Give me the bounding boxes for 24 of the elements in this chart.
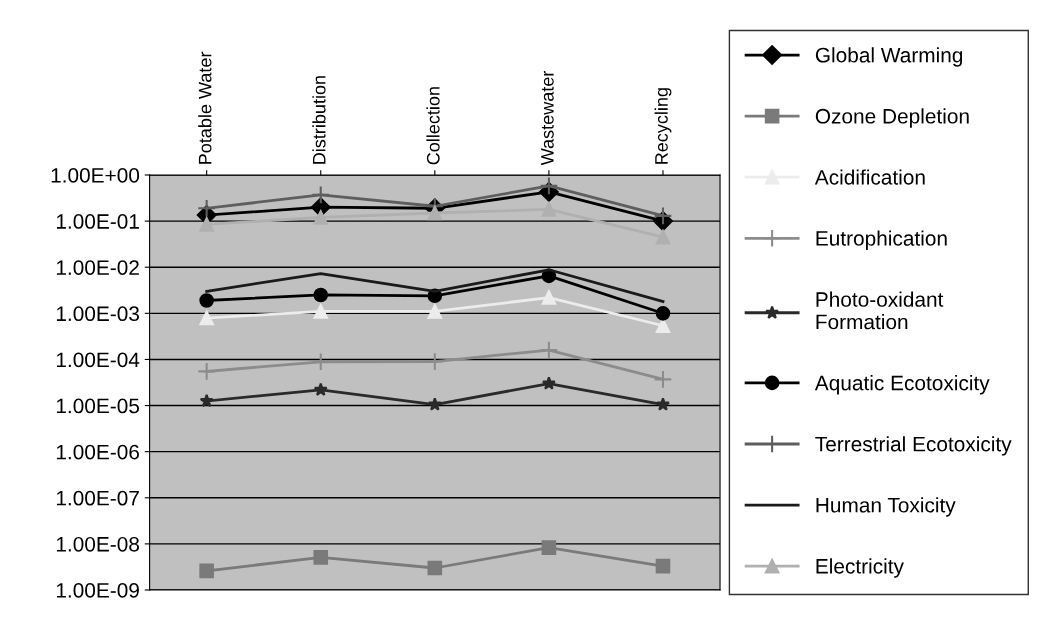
y-tick-label: 1.00E+00 — [51, 168, 140, 183]
x-tick-label: Distribution — [312, 76, 326, 164]
y-tick-label: 1.00E-04 — [56, 352, 140, 368]
y-tick-label: 1.00E-02 — [56, 260, 139, 275]
y-tick-label: 1.00E-05 — [56, 398, 140, 414]
y-tick-label: 1.00E-01 — [56, 214, 139, 229]
x-tick-label: Wastewater — [541, 70, 554, 166]
x-tick-label: Potable Water — [198, 51, 212, 164]
legend-label: Electricity — [816, 558, 904, 578]
y-tick-label: 1.00E-06 — [56, 444, 139, 460]
y-tick-label: 1.00E-03 — [56, 306, 139, 322]
legend-label: Ozone Depletion — [815, 108, 969, 128]
x-tick-label: Collection — [426, 87, 440, 165]
legend-label: Eutrophication — [816, 230, 947, 250]
legend-label: Terrestrial Ecotoxicity — [815, 436, 1012, 456]
legend-label: Photo-oxidant Formation — [816, 291, 944, 330]
y-tick-label: 1.00E-07 — [56, 490, 139, 506]
legend-label: Global Warming — [815, 47, 963, 67]
x-tick-label: Recycling — [654, 88, 672, 164]
legend-label: Acidification — [814, 169, 925, 185]
y-tick-label: 1.00E-09 — [56, 583, 139, 598]
legend-label: Human Toxicity — [816, 497, 956, 517]
y-tick-label: 1.00E-08 — [56, 536, 139, 552]
legend-label: Aquatic Ecotoxicity — [814, 375, 990, 395]
